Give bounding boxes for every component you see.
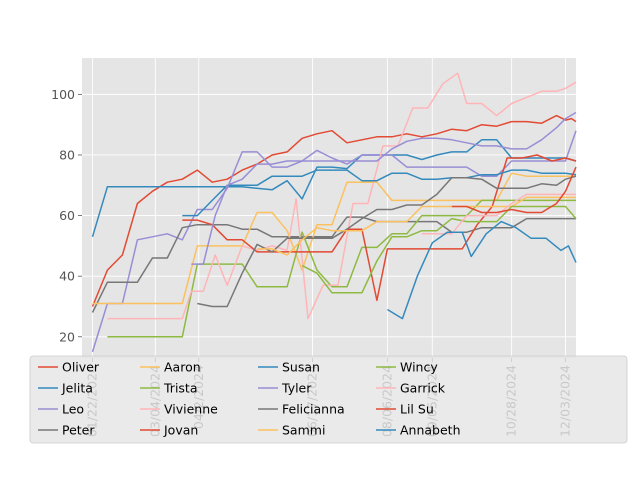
series-line-garrick xyxy=(421,193,576,235)
legend-label: Jovan xyxy=(163,423,198,438)
series-line-peter xyxy=(91,216,576,313)
y-axis-ticks: 20 40 60 80 100 xyxy=(51,87,82,344)
legend-label: Peter xyxy=(62,423,95,438)
y-tick-label: 80 xyxy=(59,147,75,162)
series-line-aaron xyxy=(92,172,576,305)
series-line-sammi xyxy=(257,196,576,256)
series-line-felicianna xyxy=(197,175,577,308)
legend-label: Annabeth xyxy=(400,423,461,438)
series-line-oliver xyxy=(91,114,577,307)
legend-label: Aaron xyxy=(164,360,201,375)
legend-label: Jelita xyxy=(61,381,93,396)
legend: Oliver Jelita Leo Peter Aaron Trista Vivienne J… xyxy=(29,355,628,444)
series-line-trista xyxy=(107,199,576,338)
grid-lines xyxy=(82,58,576,358)
series-line-lil-su xyxy=(451,166,577,214)
y-tick-label: 20 xyxy=(59,329,75,344)
legend-label: Garrick xyxy=(400,381,446,396)
series-line-annabeth xyxy=(387,220,577,320)
legend-label: Wincy xyxy=(400,360,438,375)
legend-label: Susan xyxy=(282,360,320,375)
plot-area xyxy=(82,58,576,358)
y-tick-label: 40 xyxy=(59,269,75,284)
series-layer xyxy=(91,72,577,353)
legend-label: Lil Su xyxy=(400,402,434,417)
series-line-susan xyxy=(182,169,577,217)
legend-label: Vivienne xyxy=(164,402,218,417)
legend-label: Oliver xyxy=(62,360,100,375)
legend-label: Sammi xyxy=(282,423,325,438)
y-tick-label: 100 xyxy=(51,87,75,102)
legend-label: Trista xyxy=(163,381,197,396)
series-line-wincy xyxy=(301,205,577,294)
legend-label: Felicianna xyxy=(282,402,345,417)
legend-label: Leo xyxy=(62,402,84,417)
series-line-tyler xyxy=(191,111,577,265)
legend-label: Tyler xyxy=(281,381,312,396)
series-line-vivienne xyxy=(107,72,577,320)
legend-box xyxy=(29,355,628,444)
y-tick-label: 60 xyxy=(59,208,75,223)
series-line-jovan xyxy=(182,154,577,302)
